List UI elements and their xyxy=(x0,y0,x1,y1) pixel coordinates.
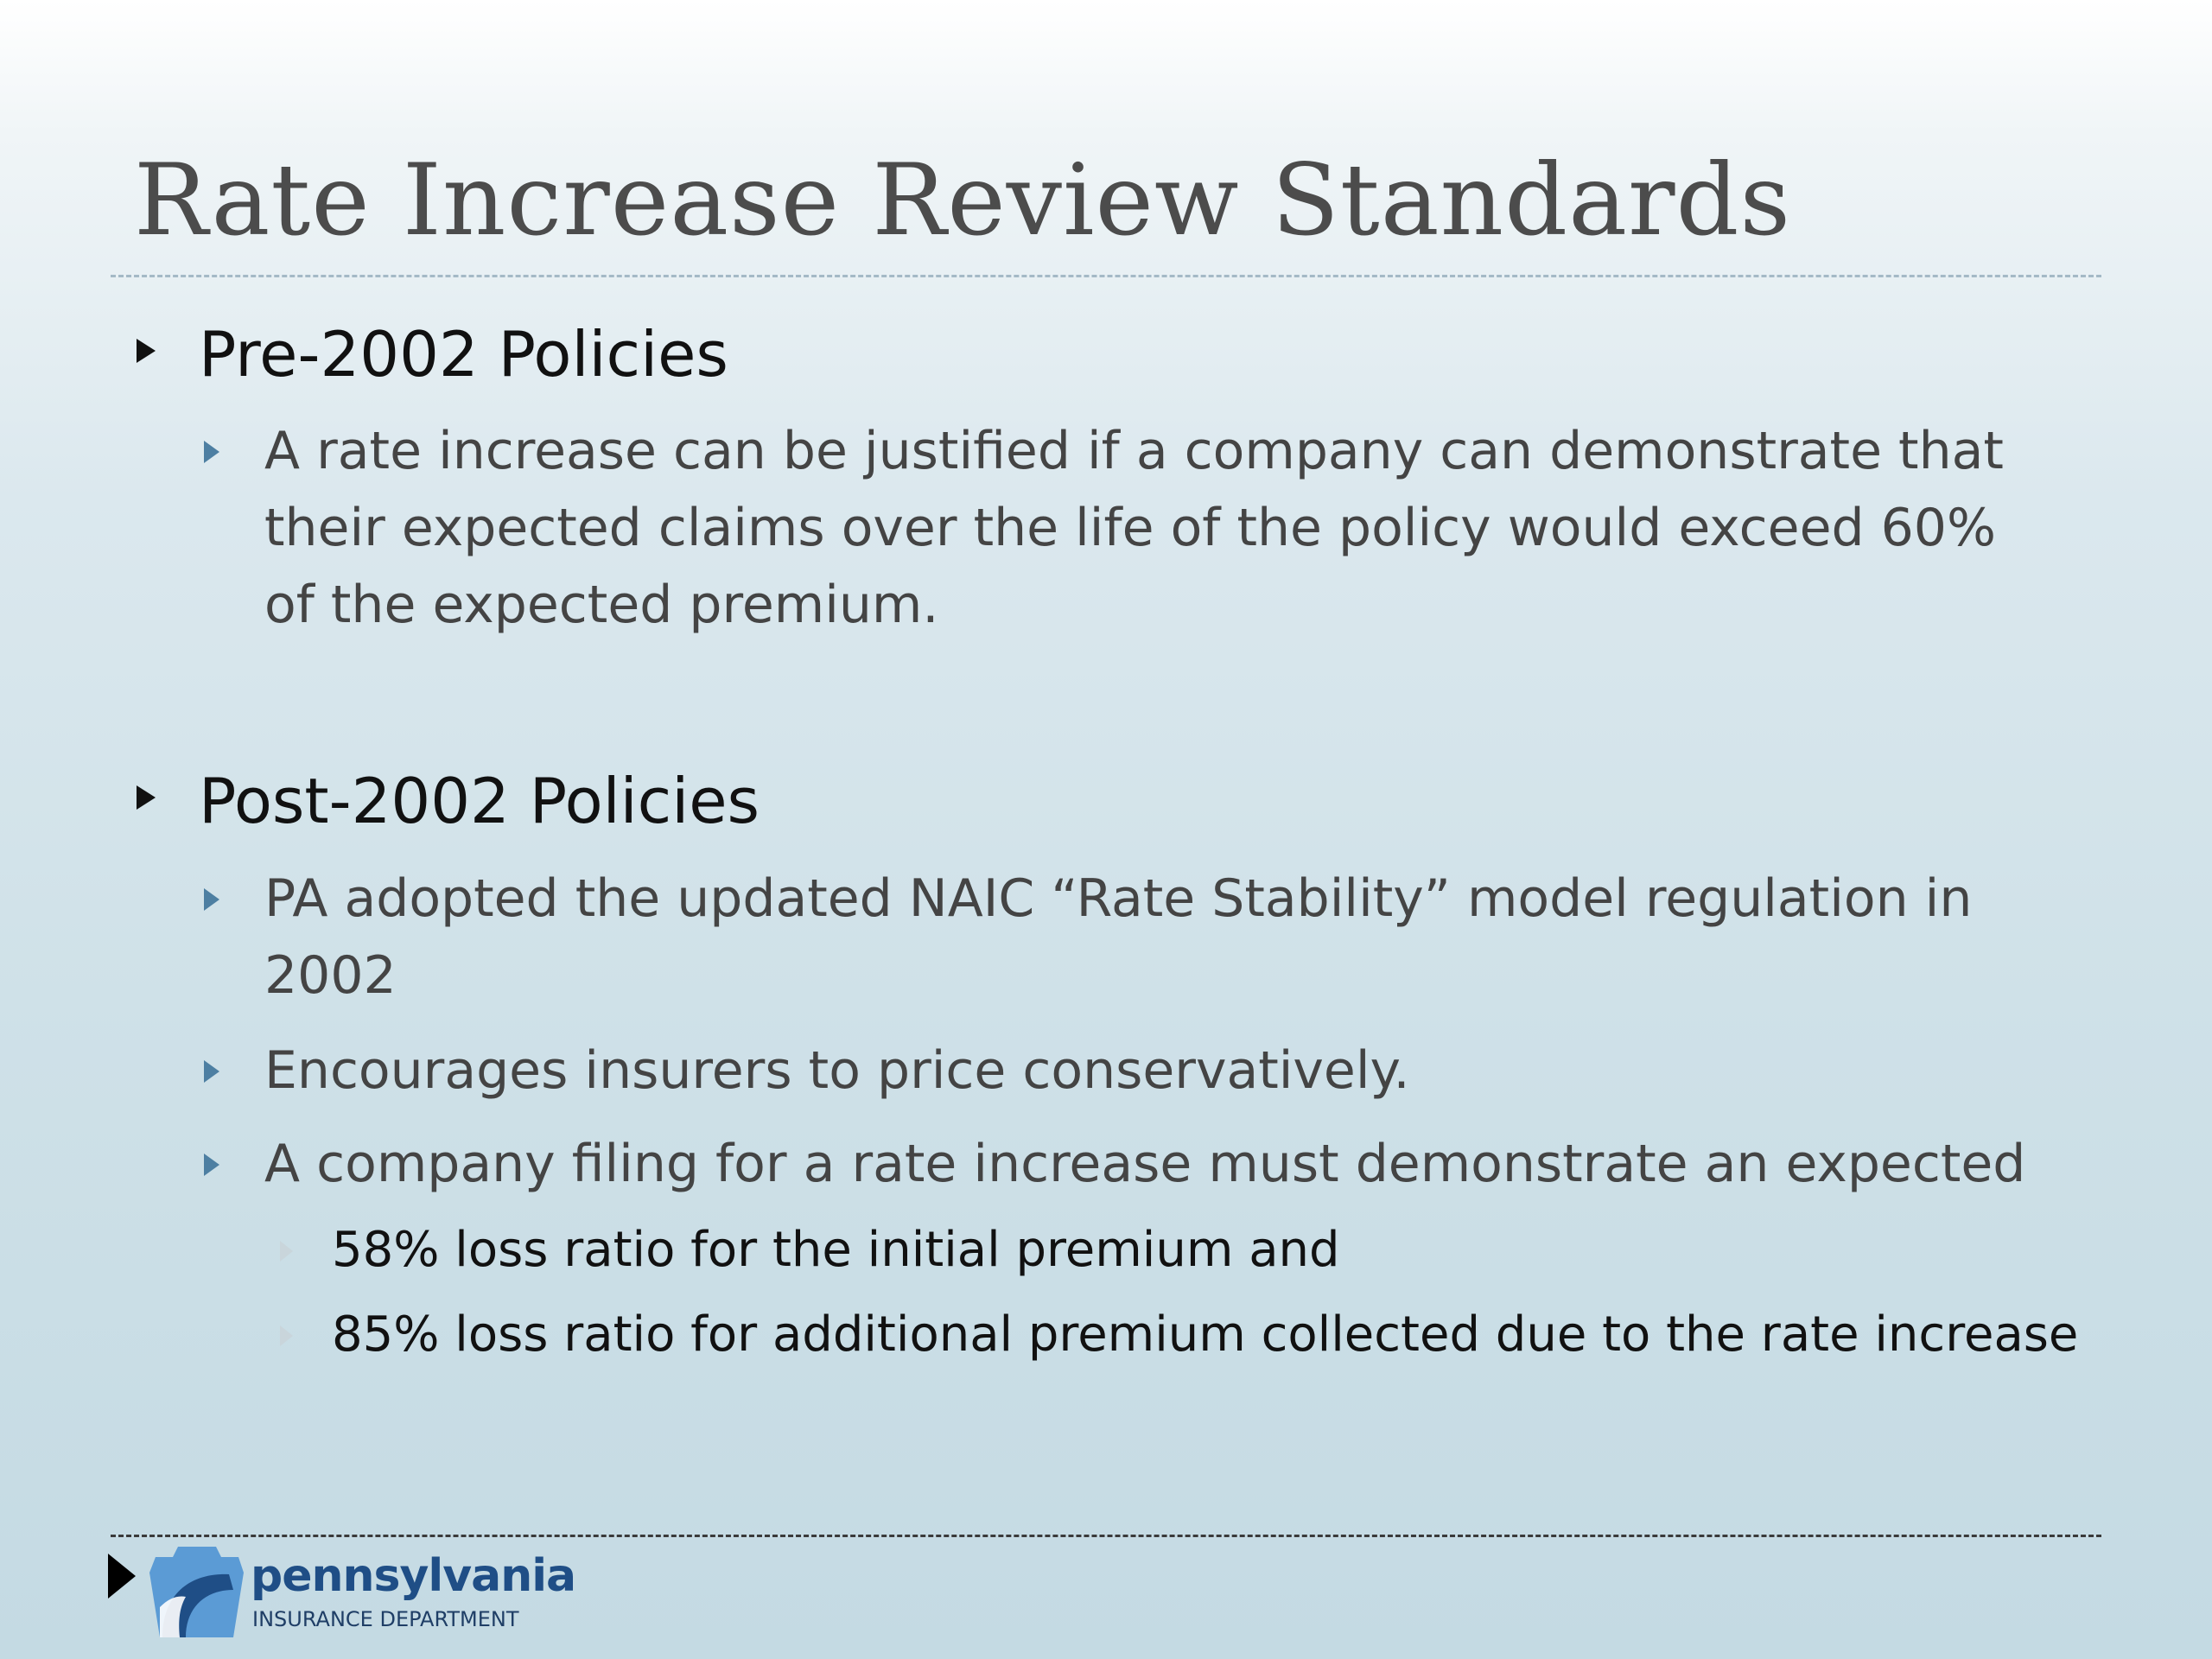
section-heading: Post-2002 Policies xyxy=(199,765,760,837)
bullet-arrow-icon xyxy=(204,1060,219,1083)
bullet-arrow-icon xyxy=(204,1154,219,1176)
logo-subtitle: INSURANCE DEPARTMENT xyxy=(252,1607,519,1631)
bullet-arrow-icon xyxy=(204,441,219,463)
keystone-icon xyxy=(149,1547,244,1637)
bullet-arrow-icon xyxy=(204,888,219,911)
footer-arrow-icon xyxy=(108,1554,136,1599)
bullet-text: A rate increase can be justified if a co… xyxy=(264,421,2004,635)
slide-title: Rate Increase Review Standards xyxy=(134,143,1792,257)
bullet-arrow-icon xyxy=(280,1325,293,1346)
bullet-arrow-icon xyxy=(280,1241,293,1262)
section-heading: Pre-2002 Policies xyxy=(199,318,728,391)
sub-bullet-text: 58% loss ratio for the initial premium a… xyxy=(332,1222,1340,1278)
footer-divider xyxy=(111,1535,2101,1537)
sub-bullet-text: 85% loss ratio for additional premium co… xyxy=(332,1306,2079,1363)
bullet-text: Encourages insurers to price conservativ… xyxy=(264,1040,1410,1101)
title-divider xyxy=(111,275,2101,277)
bullet-text: A company filing for a rate increase mus… xyxy=(264,1134,2026,1194)
bullet-text: PA adopted the updated NAIC “Rate Stabil… xyxy=(264,868,1973,1006)
bullet-arrow-icon xyxy=(137,785,156,810)
logo-wordmark: pennsylvania xyxy=(251,1550,576,1602)
bullet-arrow-icon xyxy=(137,339,156,363)
